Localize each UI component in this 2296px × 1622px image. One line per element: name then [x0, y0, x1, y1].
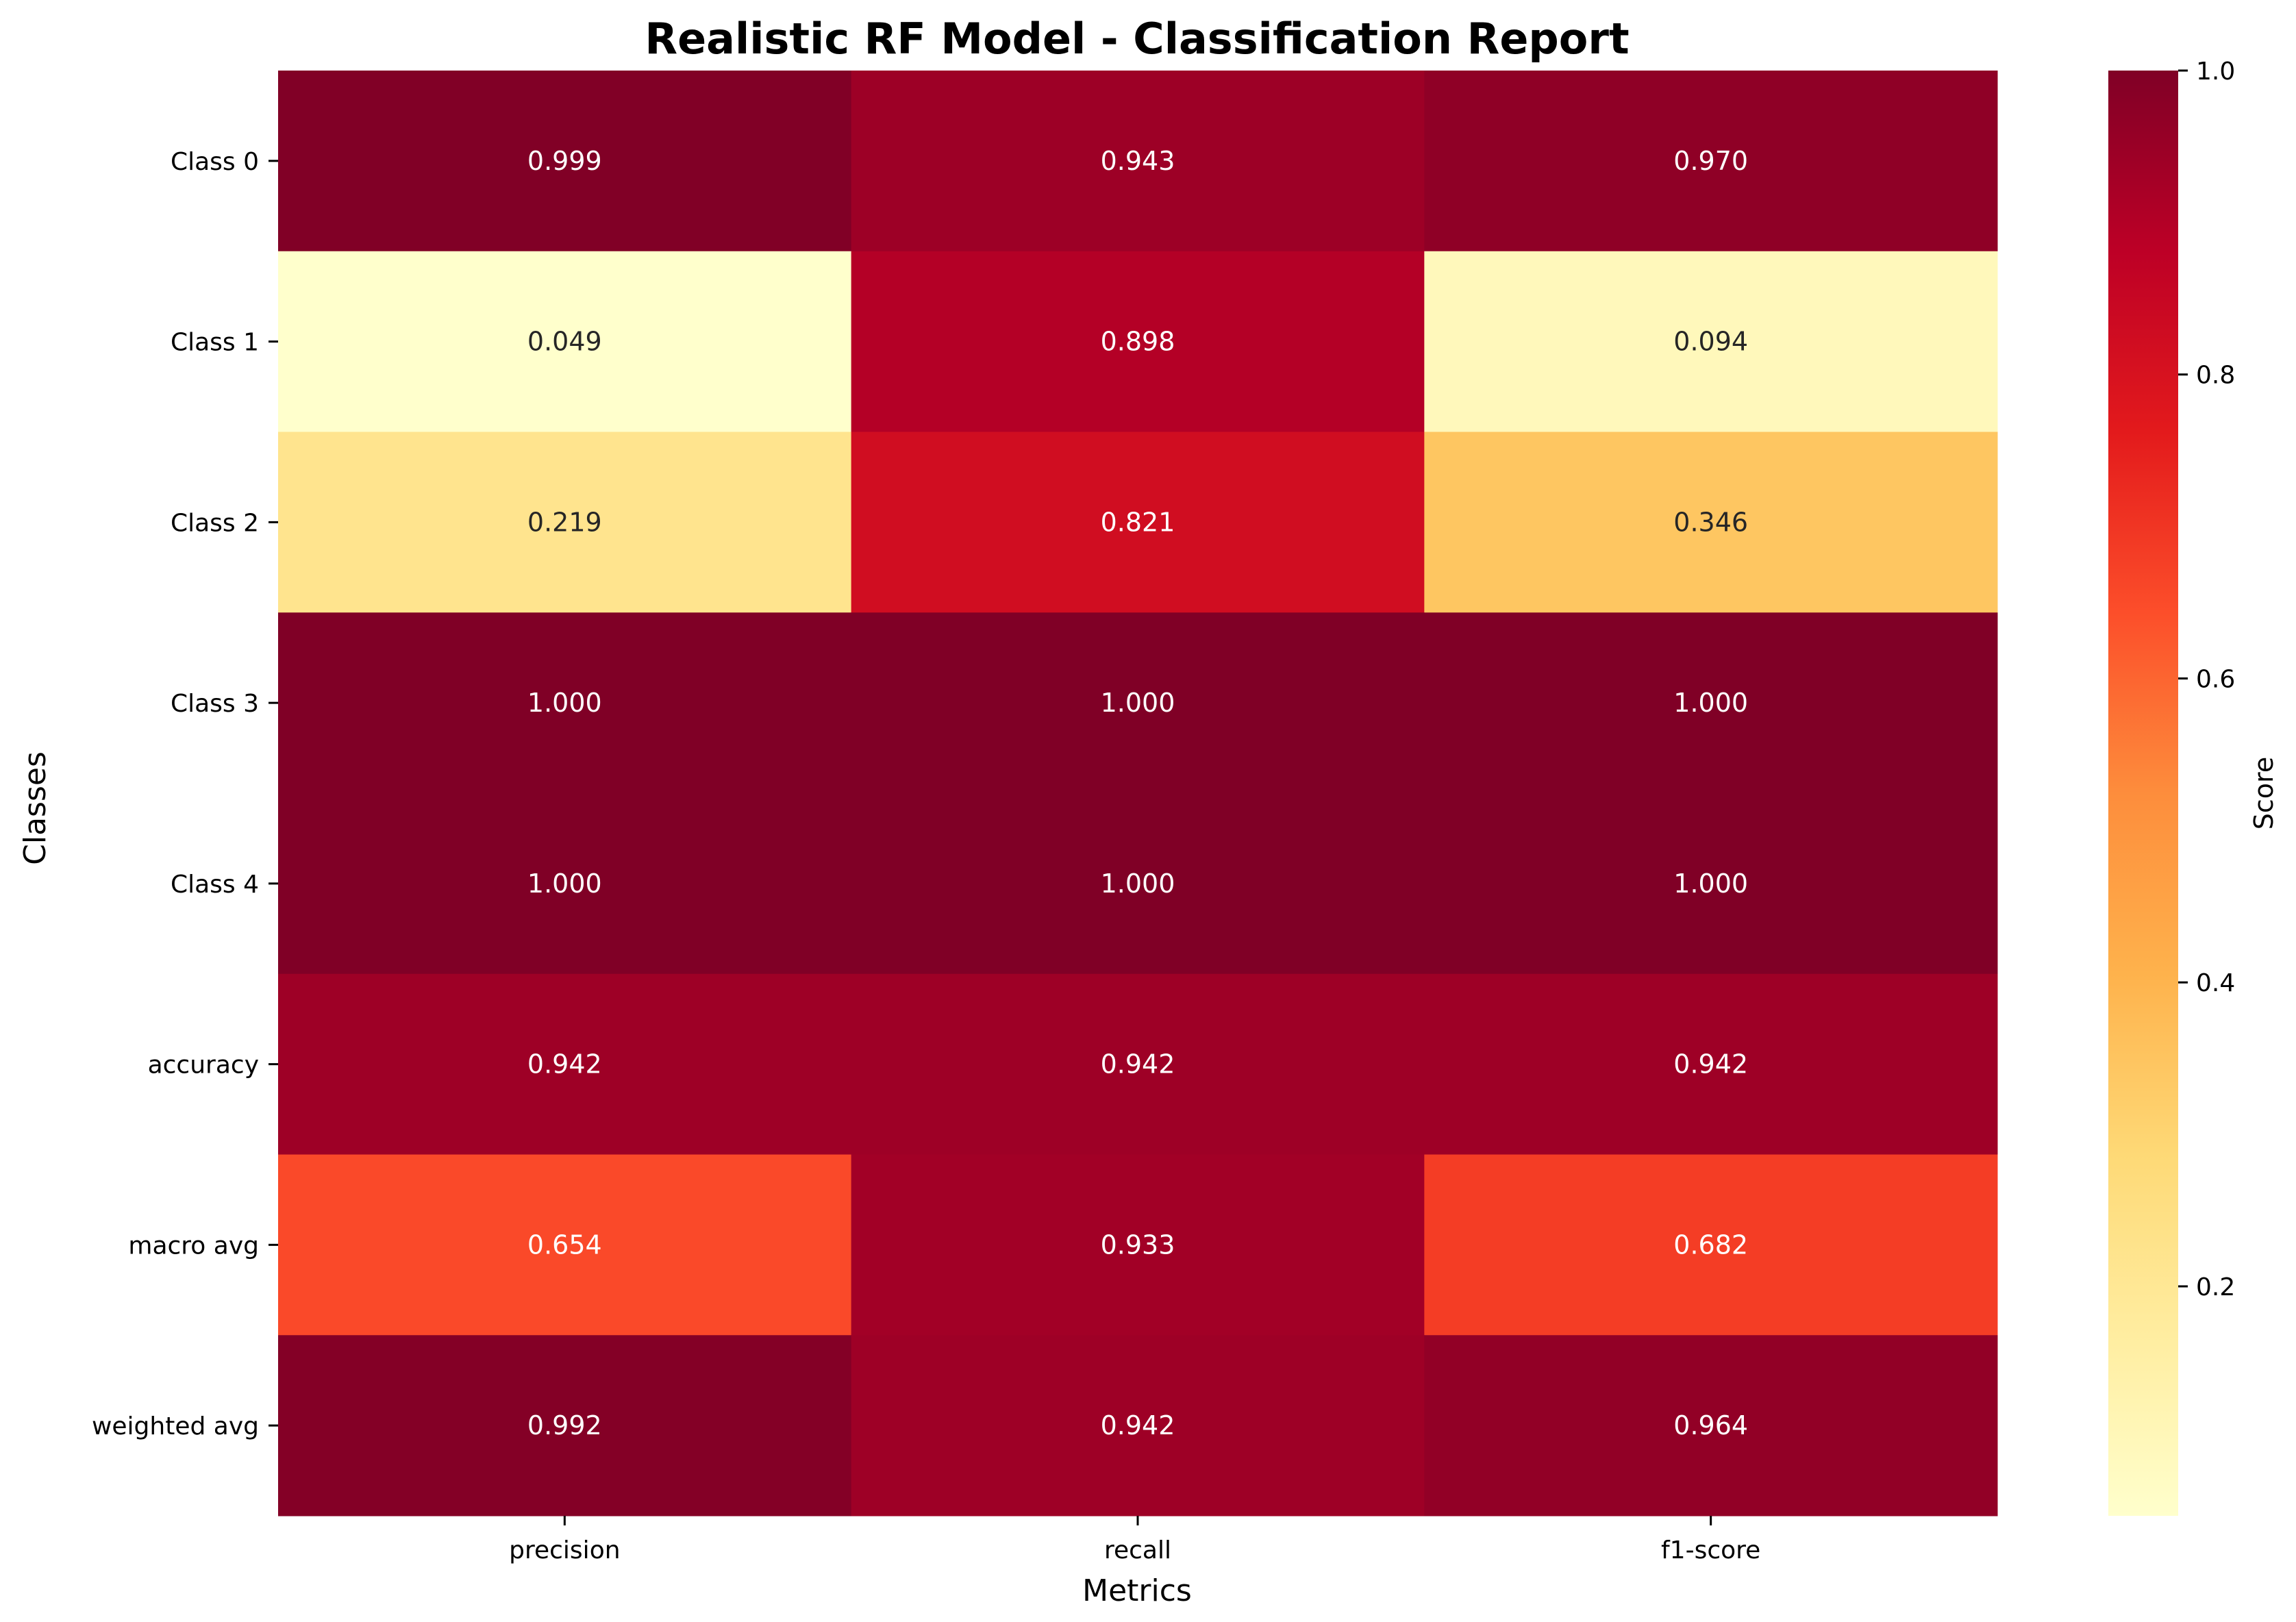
heatmap-cell-r5-c1	[851, 973, 1425, 1155]
chart-title: Realistic RF Model - Classification Repo…	[645, 14, 1629, 64]
heatmap-cell-r6-c0	[278, 1154, 852, 1336]
heatmap-cell-r6-c1	[851, 1154, 1425, 1336]
heatmap-cell-r3-c0	[278, 612, 852, 794]
cell-value-label-r4-c1: 1.000	[1101, 869, 1175, 899]
cell-value-label-r6-c0: 0.654	[527, 1230, 602, 1260]
heatmap-cell-r4-c1	[851, 793, 1425, 975]
cell-value-label-r1-c1: 0.898	[1101, 327, 1175, 357]
heatmap-cell-r5-c0	[278, 973, 852, 1155]
colorbar-label: Score	[2249, 757, 2279, 829]
colorbar-tick-label-3: 0.8	[2196, 362, 2235, 390]
heatmap-cells	[278, 71, 1998, 1517]
x-axis-label: Metrics	[1082, 1573, 1192, 1608]
y-tick-label-4: Class 4	[171, 871, 259, 899]
cell-value-label-r3-c1: 1.000	[1101, 688, 1175, 718]
y-tick-label-6: macro avg	[128, 1232, 259, 1260]
heatmap-cell-r5-c2	[1424, 973, 1998, 1155]
y-axis-label: Classes	[18, 751, 53, 865]
cell-value-label-r4-c0: 1.000	[527, 869, 602, 899]
cell-value-label-r1-c0: 0.049	[527, 327, 602, 357]
cell-value-label-r7-c2: 0.964	[1673, 1410, 1748, 1440]
colorbar-tick-label-4: 1.0	[2196, 58, 2235, 86]
colorbar-tick-label-2: 0.6	[2196, 665, 2235, 693]
heatmap-cell-r2-c1	[851, 432, 1425, 613]
x-axis-ticks: precision recall f1-score	[509, 1516, 1760, 1564]
y-tick-label-2: Class 2	[171, 509, 259, 537]
y-tick-label-3: Class 3	[171, 690, 259, 718]
y-tick-label-5: accuracy	[148, 1051, 259, 1080]
heatmap-cell-labels: 0.999 0.943 0.970 0.049 0.898 0.094 0.219 0.821…	[527, 146, 1748, 1440]
heatmap-cell-r2-c2	[1424, 432, 1998, 613]
cell-value-label-r1-c2: 0.094	[1673, 327, 1748, 357]
y-axis-ticks: Class 0 Class 1 Class 2 Class 3 Class 4 accur…	[92, 148, 278, 1440]
cell-value-label-r6-c2: 0.682	[1673, 1230, 1748, 1260]
heatmap-cell-r3-c1	[851, 612, 1425, 794]
heatmap-cell-r7-c2	[1424, 1335, 1998, 1517]
heatmap-cell-r4-c2	[1424, 793, 1998, 975]
cell-value-label-r3-c2: 1.000	[1673, 688, 1748, 718]
cell-value-label-r5-c2: 0.942	[1673, 1049, 1748, 1080]
cell-value-label-r5-c0: 0.942	[527, 1049, 602, 1080]
heatmap-cell-r2-c0	[278, 432, 852, 613]
cell-value-label-r3-c0: 1.000	[527, 688, 602, 718]
cell-value-label-r0-c2: 0.970	[1673, 146, 1748, 176]
x-tick-label-1: recall	[1104, 1536, 1171, 1564]
y-tick-label-1: Class 1	[171, 329, 259, 357]
cell-value-label-r0-c1: 0.943	[1101, 146, 1175, 176]
heatmap-cell-r3-c2	[1424, 612, 1998, 794]
colorbar-tick-label-0: 0.2	[2196, 1273, 2235, 1301]
y-tick-label-0: Class 0	[171, 148, 259, 176]
cell-value-label-r2-c2: 0.346	[1673, 507, 1748, 537]
colorbar	[2108, 71, 2178, 1516]
cell-value-label-r7-c0: 0.992	[527, 1410, 602, 1440]
cell-value-label-r7-c1: 0.942	[1101, 1410, 1175, 1440]
cell-value-label-r4-c2: 1.000	[1673, 869, 1748, 899]
colorbar-tick-label-1: 0.4	[2196, 969, 2235, 997]
heatmap-cell-r1-c0	[278, 251, 852, 432]
heatmap-cell-r0-c1	[851, 71, 1425, 252]
heatmap-cell-r1-c1	[851, 251, 1425, 432]
heatmap-cell-r4-c0	[278, 793, 852, 975]
heatmap-cell-r7-c1	[851, 1335, 1425, 1517]
colorbar-ticks: 0.2 0.4 0.6 0.8 1.0	[2178, 58, 2235, 1301]
heatmap-cell-r7-c0	[278, 1335, 852, 1517]
heatmap-cell-r0-c2	[1424, 71, 1998, 252]
x-tick-label-2: f1-score	[1661, 1536, 1760, 1564]
heatmap-cell-r1-c2	[1424, 251, 1998, 432]
cell-value-label-r2-c1: 0.821	[1101, 507, 1175, 537]
cell-value-label-r6-c1: 0.933	[1101, 1230, 1175, 1260]
cell-value-label-r2-c0: 0.219	[527, 507, 602, 537]
heatmap-cell-r0-c0	[278, 71, 852, 252]
cell-value-label-r0-c0: 0.999	[527, 146, 602, 176]
y-tick-label-7: weighted avg	[92, 1412, 259, 1440]
x-tick-label-0: precision	[509, 1536, 620, 1564]
heatmap-cell-r6-c2	[1424, 1154, 1998, 1336]
cell-value-label-r5-c1: 0.942	[1101, 1049, 1175, 1080]
